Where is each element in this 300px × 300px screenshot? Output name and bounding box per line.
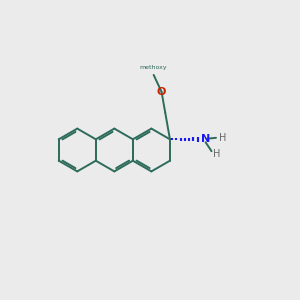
Text: H: H	[219, 133, 226, 143]
Text: methoxy: methoxy	[140, 64, 167, 70]
Text: H: H	[213, 149, 220, 159]
Text: N: N	[201, 134, 210, 144]
Text: O: O	[157, 87, 166, 97]
